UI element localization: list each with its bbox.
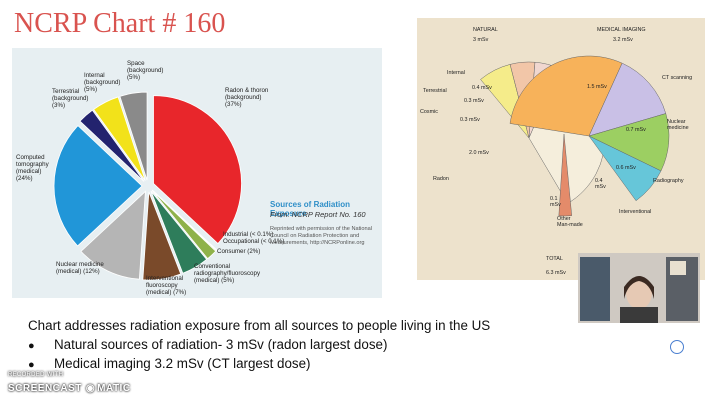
pie-slice-5: [142, 191, 182, 281]
label-radon-r: Radon: [433, 176, 449, 182]
medical-interventional-slice: [588, 135, 662, 202]
pie-slice-6: [80, 190, 146, 280]
bullet-item: ● Natural sources of radiation- 3 mSv (ra…: [28, 337, 388, 352]
label-terrestrial-r: Terrestrial: [423, 88, 447, 94]
label-terrestrial: Terrestrial (background) (3%): [52, 88, 89, 109]
label-radiography-r: Radiography: [653, 178, 684, 184]
label-space: Space (background) (5%): [127, 60, 164, 81]
value-internal: 0.4 mSv: [472, 85, 492, 91]
presenter-video: [578, 253, 700, 323]
label-other-r: Other Man-made: [557, 216, 583, 228]
label-consumer: Consumer (2%): [217, 248, 261, 255]
slide-title: NCRP Chart # 160: [14, 8, 226, 39]
pie-slice-9: [93, 96, 146, 181]
pie-slice-4: [150, 190, 208, 274]
bullet-dot-icon: ●: [28, 340, 35, 352]
medical-total: 3.2 mSv: [613, 37, 633, 43]
natural-total: 3 mSv: [473, 37, 489, 43]
body-text: Chart addresses radiation exposure from …: [28, 318, 491, 333]
label-occupational: Occupational (< 0.1%): [223, 238, 285, 245]
value-interventional: 0.4 mSv: [595, 178, 606, 190]
sources-title: Sources of Radiation Exposure: [270, 200, 351, 218]
value-terrestrial: 0.3 mSv: [464, 98, 484, 104]
other-manmade-slice: [558, 133, 572, 217]
bullet-item: ● Medical imaging 3.2 mSv (CT largest dos…: [28, 356, 311, 371]
sources-from: From: NCRP Report No. 160: [270, 210, 366, 219]
total-label: TOTAL: [546, 256, 563, 262]
medical-nuclear-slice: [588, 62, 667, 137]
label-interventional-r: Interventional: [619, 209, 652, 215]
label-cosmic-r: Cosmic: [420, 109, 438, 115]
label-internal: Internal (background) (5%): [84, 72, 121, 93]
natural-header: NATURAL: [473, 27, 498, 33]
value-radon: 2.0 mSv: [469, 150, 489, 156]
label-nuclear-r: Nuclear medicine: [667, 119, 689, 131]
value-ct: 1.5 mSv: [587, 84, 607, 90]
slide-body: Chart addresses radiation exposure from …: [28, 318, 490, 375]
bullet-dot-icon: ●: [28, 359, 35, 371]
webcam-overlay[interactable]: [578, 253, 700, 323]
value-nuclear: 0.7 mSv: [626, 127, 646, 133]
left-chart-panel: Space (background) (5%) Internal (backgr…: [12, 48, 382, 298]
record-icon: ◉: [85, 383, 96, 394]
right-chart-panel: NATURAL 3 mSv MEDICAL IMAGING 3.2 mSv In…: [417, 18, 705, 280]
label-conventional: Conventional radiography/fluoroscopy (me…: [194, 263, 261, 284]
pie-slice-10: [119, 91, 148, 181]
total-value: 6.3 mSv: [546, 270, 566, 276]
left-pie-chart: [53, 91, 242, 281]
label-internal-r: Internal: [447, 70, 465, 76]
label-industrial: Industrial (< 0.1%): [223, 231, 274, 238]
value-radiography: 0.6 mSv: [616, 165, 636, 171]
cursor-indicator-icon: [670, 340, 684, 354]
pie-slice-8: [79, 109, 145, 182]
pie-slice-3: [151, 190, 217, 260]
right-pie-chart: [480, 55, 670, 217]
screencast-watermark: RECORDED WITH SCREENCAST ◉ MATIC: [8, 372, 131, 394]
pie-slice-7: [53, 125, 143, 247]
value-other: 0.1 mSv: [550, 196, 561, 208]
pie-slice-0: [153, 95, 242, 245]
label-ct: Computed tomography (medical) (24%): [16, 154, 49, 182]
medical-header: MEDICAL IMAGING: [597, 27, 646, 33]
sources-note: Reprinted with permission of the Nationa…: [270, 226, 372, 246]
label-nuclear: Nuclear medicine (medical) (12%): [56, 261, 104, 275]
label-ct-r: CT scanning: [662, 75, 693, 81]
value-cosmic: 0.3 mSv: [460, 117, 480, 123]
medical-ct-slice: [509, 55, 623, 137]
label-radon: Radon & thoron (background) (37%): [225, 87, 269, 108]
label-interventional: Interventional fluoroscopy (medical) (7%…: [146, 275, 187, 296]
